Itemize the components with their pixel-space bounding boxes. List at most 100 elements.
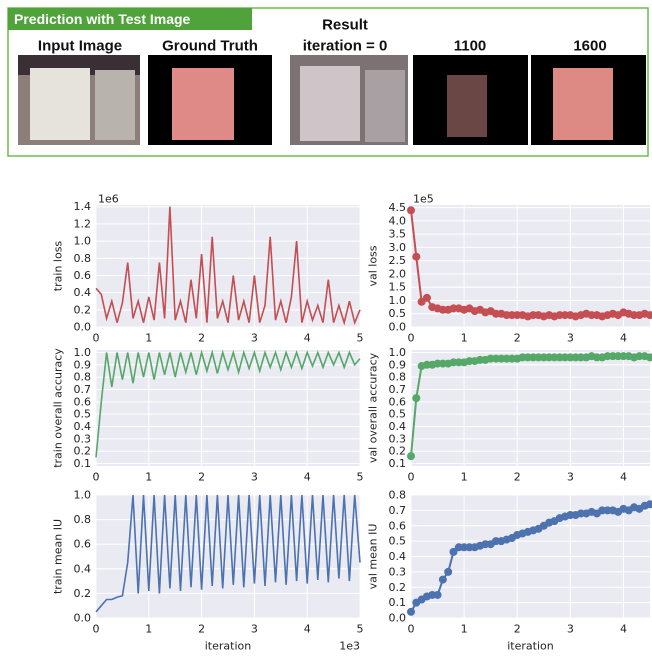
y-tick-label: 4.5 xyxy=(389,201,407,214)
training-charts: 0.0 0.2 0.4 0.6 0.8 1.0 1.2 1.4 0 1 2 3 4 5 train loss… xyxy=(52,193,652,653)
y-tick-label: 0.8 xyxy=(74,513,92,526)
ground-truth-image xyxy=(148,55,272,145)
y-tick-label: 0.0 xyxy=(389,612,407,625)
x-tick-label: 4 xyxy=(620,332,627,345)
y-tick-label: 0.3 xyxy=(74,432,92,445)
y-tick-label: 0.6 xyxy=(74,538,92,551)
y-tick-label: 0.2 xyxy=(74,445,92,458)
y-offset-label: 1e6 xyxy=(98,193,119,206)
y-tick-label: 0.9 xyxy=(389,358,407,371)
result-image-1600 xyxy=(531,55,646,145)
x-tick-label: 3 xyxy=(567,471,574,484)
y-tick-label: 0.7 xyxy=(389,504,407,517)
x-tick-label: 0 xyxy=(93,471,100,484)
data-point xyxy=(407,607,415,616)
y-tick-label: 0.8 xyxy=(74,252,92,265)
data-point xyxy=(412,252,421,261)
y-tick-label: 0.7 xyxy=(389,383,407,396)
x-tick-label: 4 xyxy=(620,623,627,636)
y-tick-label: 0.6 xyxy=(389,395,407,408)
panel-title-box xyxy=(8,8,252,30)
y-tick-label: 0.8 xyxy=(389,371,407,384)
y-axis-label: train loss xyxy=(52,241,65,292)
column-label: 1100 xyxy=(454,38,487,55)
y-tick-label: 0.4 xyxy=(389,420,407,433)
x-tick-label: 2 xyxy=(514,623,521,636)
x-tick-label: 3 xyxy=(251,623,258,636)
y-axis-label: val loss xyxy=(367,245,380,286)
y-axis-label: train mean IU xyxy=(52,519,65,594)
y-tick-label: 3.0 xyxy=(389,241,407,254)
column-label: Ground Truth xyxy=(162,38,258,55)
x-tick-label: 4 xyxy=(304,623,311,636)
y-tick-label: 0.4 xyxy=(74,420,92,433)
x-tick-label: 2 xyxy=(198,623,205,636)
data-line xyxy=(95,494,361,613)
data-line xyxy=(95,206,361,326)
y-tick-label: 0.4 xyxy=(74,286,92,299)
y-tick-label: 0.0 xyxy=(389,321,407,334)
data-point xyxy=(407,206,415,215)
x-axis-label: iteration xyxy=(507,640,553,653)
y-axis-label: val overall accuracy xyxy=(367,352,380,463)
x-tick-label: 0 xyxy=(408,471,415,484)
y-axis-label: train overall accuracy xyxy=(52,348,65,468)
x-tick-label: 2 xyxy=(514,332,521,345)
y-tick-label: 1.2 xyxy=(74,217,92,230)
x-tick-label: 0 xyxy=(93,623,100,636)
data-point xyxy=(422,293,431,302)
y-tick-label: 0.3 xyxy=(389,565,407,578)
y-tick-label: 0.9 xyxy=(74,358,92,371)
x-tick-label: 3 xyxy=(567,623,574,636)
data-point xyxy=(444,567,453,576)
y-tick-label: 0.6 xyxy=(389,519,407,532)
y-tick-label: 1.4 xyxy=(74,200,92,213)
y-tick-label: 1.0 xyxy=(389,294,407,307)
y-tick-label: 2.0 xyxy=(389,267,407,280)
y-offset-label: 1e5 xyxy=(413,193,434,206)
y-tick-label: 0.1 xyxy=(74,457,92,470)
y-tick-label: 0.7 xyxy=(74,383,92,396)
plot-area xyxy=(411,350,650,466)
x-tick-label: 0 xyxy=(408,332,415,345)
data-line xyxy=(95,349,361,458)
data-point xyxy=(407,452,415,461)
y-tick-label: 1.0 xyxy=(74,489,92,502)
x-tick-label: 5 xyxy=(357,332,364,345)
y-tick-label: 1.0 xyxy=(74,235,92,248)
y-tick-label: 0.5 xyxy=(389,535,407,548)
x-tick-label: 2 xyxy=(198,471,205,484)
x-tick-label: 3 xyxy=(251,471,258,484)
y-tick-label: 0.2 xyxy=(74,303,92,316)
column-label: Input Image xyxy=(38,38,122,55)
x-tick-label: 4 xyxy=(304,471,311,484)
x-tick-label: 2 xyxy=(514,471,521,484)
data-point xyxy=(646,353,652,362)
x-tick-label: 1 xyxy=(145,471,152,484)
y-tick-label: 0.3 xyxy=(389,432,407,445)
x-tick-label: 2 xyxy=(198,332,205,345)
y-tick-label: 0.6 xyxy=(74,269,92,282)
column-label: 1600 xyxy=(573,38,606,55)
x-tick-label: 1 xyxy=(461,623,468,636)
y-tick-label: 1.0 xyxy=(389,346,407,359)
data-point xyxy=(433,590,442,599)
panel-border xyxy=(7,7,649,157)
x-tick-label: 4 xyxy=(304,332,311,345)
y-tick-label: 4.0 xyxy=(389,214,407,227)
y-tick-label: 0.8 xyxy=(74,371,92,384)
x-tick-label: 1 xyxy=(461,332,468,345)
x-axis-label: iteration xyxy=(205,640,251,653)
y-axis-label: val mean IU xyxy=(367,524,380,590)
x-tick-label: 1 xyxy=(461,471,468,484)
y-tick-label: 3.5 xyxy=(389,228,407,241)
y-tick-label: 0.1 xyxy=(389,457,407,470)
input-image xyxy=(18,55,140,145)
x-offset-label: 1e3 xyxy=(339,640,360,653)
y-tick-label: 0.4 xyxy=(389,550,407,563)
result-image-1100 xyxy=(413,55,528,145)
data-point xyxy=(449,547,458,556)
x-tick-label: 1 xyxy=(145,332,152,345)
y-tick-label: 0.0 xyxy=(74,321,92,334)
